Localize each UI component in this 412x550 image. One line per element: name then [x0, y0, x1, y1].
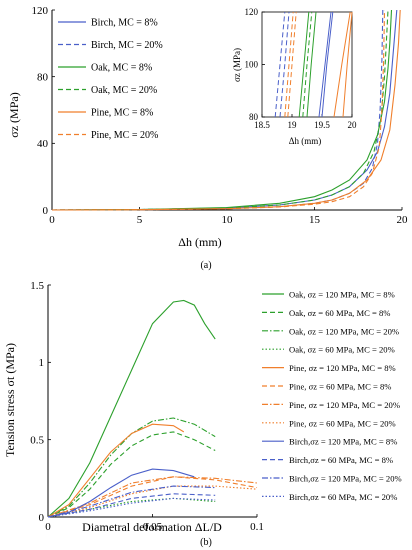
legend-entry: Birch,σz = 60 MPa, MC = 20%	[289, 492, 397, 502]
panel-b-chart: 0 0.05 0.1 0 0.5 1 1.5 Diametral deformation Δ…	[3, 280, 402, 534]
x-tick-label: 20	[348, 120, 358, 130]
legend-entry: Birch,σz = 120 MPa, MC = 20%	[289, 474, 402, 484]
series-line-3	[47, 497, 216, 518]
x-tick-label: 5	[137, 214, 143, 226]
series-line-7	[47, 485, 258, 518]
legend-entry: Birch, MC = 20%	[91, 40, 163, 51]
panel-b-label: (b)	[200, 537, 212, 548]
legend-entry: Pine, σz = 120 MPa, MC = 20%	[289, 400, 400, 410]
series-line-11	[47, 497, 216, 518]
legend-entry: Birch,σz = 120 MPa, MC = 8%	[289, 437, 397, 447]
y-tick-label: 40	[37, 138, 49, 150]
y-tick-label: 0.5	[30, 435, 44, 447]
series-line-4	[298, 11, 310, 118]
series-line-2	[51, 9, 393, 211]
series-line-5	[302, 11, 313, 118]
series-line-9	[333, 11, 351, 118]
inset-x-label: Δh (mm)	[289, 136, 322, 146]
series-line-2	[284, 11, 294, 118]
y-tick-label: 120	[32, 5, 49, 17]
panel-a-chart: 0 5 10 15 20 0 40 80 120 Δh (mm) σz (MPa) Birch,…	[7, 5, 408, 249]
legend-entry: Pine, σz = 120 MPa, MC = 8%	[289, 363, 396, 373]
legend-entry: Oak, MC = 8%	[91, 63, 152, 74]
series-line-7	[318, 11, 332, 118]
series-line-10	[47, 485, 216, 518]
series-line-6	[306, 11, 317, 118]
legend-entry: Birch,σz = 60 MPa, MC = 8%	[289, 455, 393, 465]
legend-entry: Oak, σz = 60 MPa, MC = 20%	[289, 345, 395, 355]
series-line-4	[47, 423, 185, 518]
x-tick-label: 19.5	[314, 120, 330, 130]
y-tick-label: 1.5	[30, 280, 44, 292]
panel-b-x-label: Diametral deformation ΔL/D	[82, 520, 222, 534]
series-line-0	[274, 11, 286, 118]
series-line-4	[51, 9, 401, 211]
x-tick-label: 0.05	[143, 521, 163, 533]
x-tick-label: 19	[288, 120, 298, 130]
panel-a-x-label: Δh (mm)	[178, 235, 221, 249]
series-line-10	[342, 11, 353, 118]
legend-entry: Pine, σz = 60 MPa, MC = 8%	[289, 382, 391, 392]
x-tick-label: 20	[397, 214, 409, 226]
series-line-0	[47, 299, 216, 518]
x-tick-label: 0	[49, 214, 55, 226]
legend-entry: Oak, σz = 60 MPa, MC = 8%	[289, 308, 390, 318]
legend-entry: Pine, σz = 60 MPa, MC = 20%	[289, 418, 396, 428]
series-line-3	[287, 11, 297, 118]
series-line-5	[47, 476, 258, 518]
y-tick-label: 120	[245, 7, 259, 17]
legend-entry: Pine, MC = 8%	[91, 108, 153, 119]
series-line-1	[47, 431, 216, 518]
y-tick-label: 1	[39, 357, 45, 369]
series-line-3	[51, 9, 389, 211]
series-line-1	[279, 11, 290, 118]
panel-a-label: (a)	[200, 260, 211, 271]
y-tick-label: 100	[245, 60, 259, 70]
y-tick-label: 80	[249, 112, 259, 122]
y-tick-label: 0	[39, 512, 45, 524]
series-line-2	[47, 417, 216, 518]
panel-b-y-label: Tension stress σt (MPa)	[3, 343, 17, 457]
legend-entry: Pine, MC = 20%	[91, 130, 158, 141]
x-tick-label: 10	[222, 214, 234, 226]
x-tick-label: 0.1	[250, 521, 264, 533]
legend-entry: Oak, σz = 120 MPa, MC = 8%	[289, 290, 395, 300]
series-line-8	[321, 11, 334, 118]
series-line-9	[47, 493, 216, 518]
x-tick-label: 18.5	[254, 120, 270, 130]
legend-entry: Birch, MC = 8%	[91, 18, 158, 29]
y-tick-label: 0	[43, 205, 49, 217]
x-tick-label: 0	[45, 521, 51, 533]
legend-entry: Oak, MC = 20%	[91, 85, 157, 96]
inset-y-label: σz (MPa)	[232, 48, 242, 82]
x-tick-label: 15	[309, 214, 321, 226]
y-tick-label: 80	[37, 72, 49, 84]
panel-a-y-label: σz (MPa)	[7, 92, 21, 137]
series-line-5	[51, 9, 386, 211]
legend-entry: Oak, σz = 120 MPa, MC = 20%	[289, 326, 399, 336]
